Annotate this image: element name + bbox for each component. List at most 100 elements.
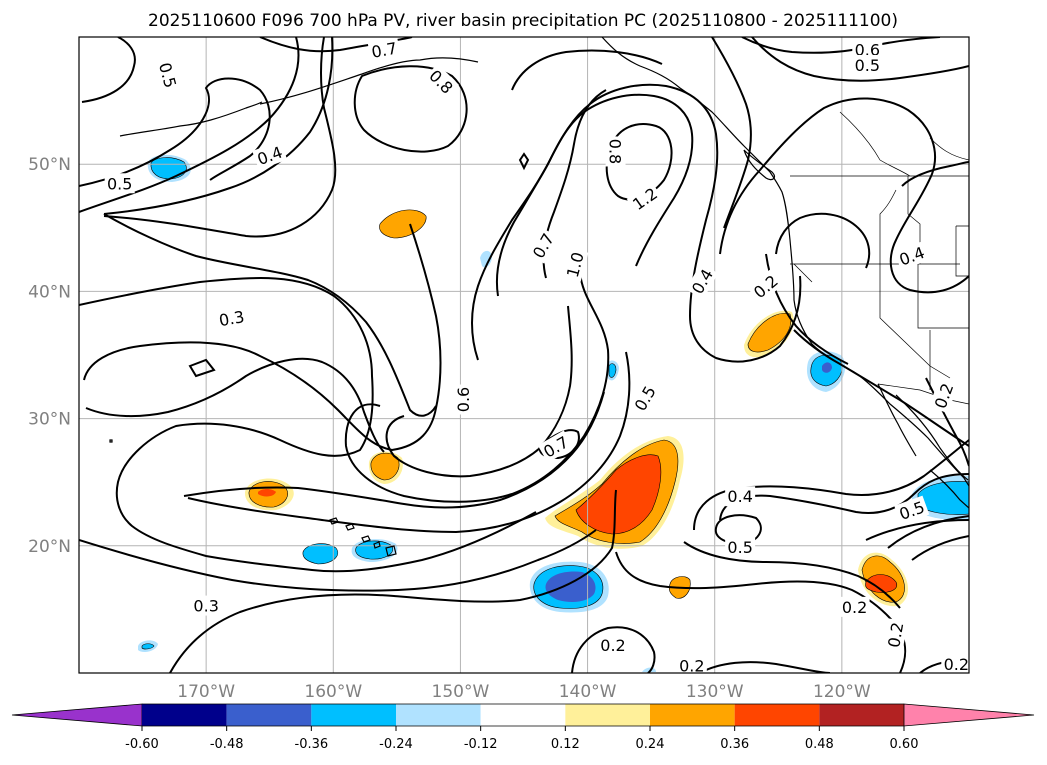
lat-lon-grid [79, 37, 969, 673]
svg-text:0.6: 0.6 [454, 387, 473, 412]
coast-aleutian-alaska-detail [259, 57, 479, 105]
contour-0.4-east [719, 97, 969, 294]
contour-label: 0.6 [452, 384, 473, 415]
border-misc-1 [955, 225, 969, 277]
island-midway [109, 439, 113, 443]
contour-label: 0.2 [676, 655, 707, 673]
contour-0.3-coast [793, 329, 969, 447]
coast-baja [877, 383, 917, 457]
colorbar-segment [142, 704, 227, 726]
colorbar-tick-label: -0.12 [464, 737, 498, 752]
contour-label: 0.4 [725, 486, 756, 507]
contour-0.4-band [183, 391, 605, 509]
contour-0.6-loop [103, 213, 437, 417]
contour-0.2-small-arc [571, 626, 656, 673]
figure-title: 2025110600 F096 700 hPa PV, river basin … [148, 11, 898, 31]
contour-0.5-se [887, 515, 969, 549]
svg-text:0.2: 0.2 [842, 598, 867, 617]
contour-0.7-arc [103, 37, 337, 238]
contour-0.7-upper [511, 49, 663, 91]
lat-tick-label: 20°N [28, 537, 71, 557]
shade-pos-32n-155w-core [370, 452, 400, 481]
contour-0.3-small-loop [188, 358, 216, 378]
svg-text:0.5: 0.5 [727, 538, 752, 557]
contour-label: 0.7 [367, 37, 401, 63]
colorbar-tick-label: -0.48 [210, 737, 244, 752]
colorbar: -0.60 -0.48 -0.36 -0.24 -0.12 0.12 0.24 0.36 0.4… [11, 703, 1035, 752]
contour-label: 0.2 [839, 596, 870, 617]
contour-0.3-southeast [683, 541, 901, 609]
lat-tick-label: 40°N [28, 282, 71, 302]
contour-label: 0.2 [882, 618, 908, 652]
contour-0.8-trough [471, 83, 802, 363]
latitude-axis: 50°N 40°N 30°N 20°N [28, 155, 71, 557]
shade-neg-51n-175w-core [150, 157, 187, 180]
border-nv-ut [917, 264, 969, 329]
svg-text:0.5: 0.5 [855, 56, 880, 75]
contour-0.2-bottom [699, 661, 831, 673]
coastlines [109, 37, 969, 557]
colorbar-extend-low [11, 703, 143, 727]
colorbar-segment [734, 704, 820, 726]
contour-0.7-center [385, 305, 573, 478]
contour-0.7-small-tick [518, 152, 530, 171]
colorbar-segment [565, 704, 650, 726]
border-misc-2 [839, 111, 911, 177]
border-idaho [879, 189, 897, 264]
coast-aleutian-chain [119, 101, 263, 137]
pv-contours [79, 37, 969, 673]
contour-0.2-east [775, 212, 871, 269]
contour-0.6-se [911, 535, 969, 561]
colorbar-tick-label: 0.36 [720, 737, 749, 752]
contour-label: 0.2 [598, 635, 628, 656]
contour-label: 0.8 [605, 136, 626, 167]
border-ca-nv [879, 264, 951, 379]
contour-label: 0.5 [725, 537, 756, 558]
contour-0.5-nw [81, 37, 136, 103]
lon-tick-label: 120°W [813, 682, 871, 702]
svg-text:0.4: 0.4 [727, 487, 752, 506]
contour-0.5-band [187, 351, 631, 534]
colorbar-extend-high [903, 703, 1035, 727]
shade-neg-34n-121w-core [822, 362, 832, 373]
shade-neg-small-43n [480, 250, 492, 268]
shade-neg-main-core [545, 571, 596, 602]
contour-label: 0.3 [215, 305, 249, 331]
shade-pos-main-core [575, 454, 662, 535]
lon-tick-label: 130°W [686, 682, 744, 702]
colorbar-tick-label: 0.48 [805, 737, 834, 752]
contour-1.2-ring [605, 123, 673, 201]
coast-vancouver-island [743, 149, 776, 181]
contour-0.5-mid [85, 357, 385, 453]
shade-neg-hawaii-a [302, 543, 338, 565]
shade-pos-small-45n [379, 209, 427, 239]
colorbar-segment [396, 704, 481, 726]
svg-text:0.6: 0.6 [855, 41, 880, 60]
colorbar-segment [650, 704, 735, 726]
contour-0.6-east-top [741, 37, 941, 54]
contour-label: 0.8 [423, 63, 460, 100]
island-hawaii-4 [385, 545, 397, 557]
contour-0.4-west [79, 77, 271, 187]
contour-1.0-trough [496, 93, 694, 297]
contour-0.3-south [79, 529, 597, 592]
map-area: 0.50.70.80.60.50.40.50.81.20.71.00.4 0.20… [79, 37, 969, 673]
island-hawaii-3 [361, 535, 371, 543]
colorbar-segment [480, 704, 566, 726]
contour-0.6-west [103, 37, 334, 215]
contour-0.3-big [79, 277, 537, 573]
colorbar-tick-label: -0.24 [379, 737, 413, 752]
shade-pos-24n-166w-peak [258, 489, 276, 497]
lon-tick-label: 150°W [432, 682, 490, 702]
coast-north-america [601, 37, 969, 487]
contour-label: 0.2 [941, 654, 969, 673]
contour-0.2-se-b [865, 519, 969, 541]
colorbar-tick-label: 0.12 [551, 737, 580, 752]
lon-tick-label: 160°W [304, 682, 362, 702]
colorbar-tick-label: -0.36 [295, 737, 329, 752]
contour-0.4-right-upper [901, 161, 969, 187]
colorbar-segment [226, 704, 312, 726]
svg-text:0.5: 0.5 [107, 174, 132, 193]
contour-0.5-west [79, 37, 300, 213]
